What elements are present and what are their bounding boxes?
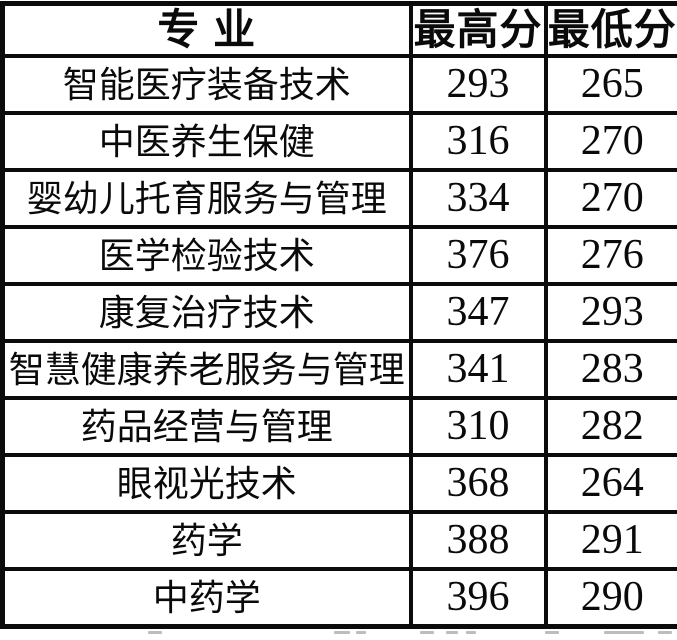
max-score-cell: 347: [411, 284, 546, 341]
column-header-max-score: 最高分: [411, 4, 546, 57]
table-row: 中医养生保健 316 270: [3, 113, 677, 170]
major-cell: 婴幼儿托育服务与管理: [3, 170, 411, 227]
major-cell: 康复治疗技术: [3, 284, 411, 341]
max-score-cell: 388: [411, 512, 546, 569]
major-cell: 中医养生保健: [3, 113, 411, 170]
table-row: 康复治疗技术 347 293: [3, 284, 677, 341]
min-score-cell: 264: [546, 455, 677, 512]
major-cell: 医学检验技术: [3, 227, 411, 284]
max-score-cell: 334: [411, 170, 546, 227]
min-score-cell: 291: [546, 512, 677, 569]
min-score-cell: 282: [546, 398, 677, 455]
min-score-cell: 293: [546, 284, 677, 341]
max-score-cell: 316: [411, 113, 546, 170]
table-row: 中药学 396 290: [3, 569, 677, 627]
max-score-cell: 310: [411, 398, 546, 455]
min-score-cell: 265: [546, 56, 677, 113]
header-row: 专 业 最高分 最低分: [3, 4, 677, 57]
column-header-major: 专 业: [3, 4, 411, 57]
max-score-cell: 341: [411, 341, 546, 398]
table-row: 智慧健康养老服务与管理 341 283: [3, 341, 677, 398]
major-cell: 药学: [3, 512, 411, 569]
min-score-cell: 270: [546, 113, 677, 170]
min-score-cell: 290: [546, 569, 677, 627]
major-cell: 中药学: [3, 569, 411, 627]
max-score-cell: 293: [411, 56, 546, 113]
max-score-cell: 368: [411, 455, 546, 512]
major-cell: 眼视光技术: [3, 455, 411, 512]
cropped-next-row-artifact: [0, 629, 677, 638]
table-row: 眼视光技术 368 264: [3, 455, 677, 512]
min-score-cell: 283: [546, 341, 677, 398]
table-row: 药品经营与管理 310 282: [3, 398, 677, 455]
table-row: 智能医疗装备技术 293 265: [3, 56, 677, 113]
major-cell: 智慧健康养老服务与管理: [3, 341, 411, 398]
table-row: 药学 388 291: [3, 512, 677, 569]
min-score-cell: 276: [546, 227, 677, 284]
table-row: 医学检验技术 376 276: [3, 227, 677, 284]
major-cell: 药品经营与管理: [3, 398, 411, 455]
max-score-cell: 396: [411, 569, 546, 627]
min-score-cell: 270: [546, 170, 677, 227]
column-header-min-score: 最低分: [546, 4, 677, 57]
table-row: 婴幼儿托育服务与管理 334 270: [3, 170, 677, 227]
max-score-cell: 376: [411, 227, 546, 284]
major-cell: 智能医疗装备技术: [3, 56, 411, 113]
